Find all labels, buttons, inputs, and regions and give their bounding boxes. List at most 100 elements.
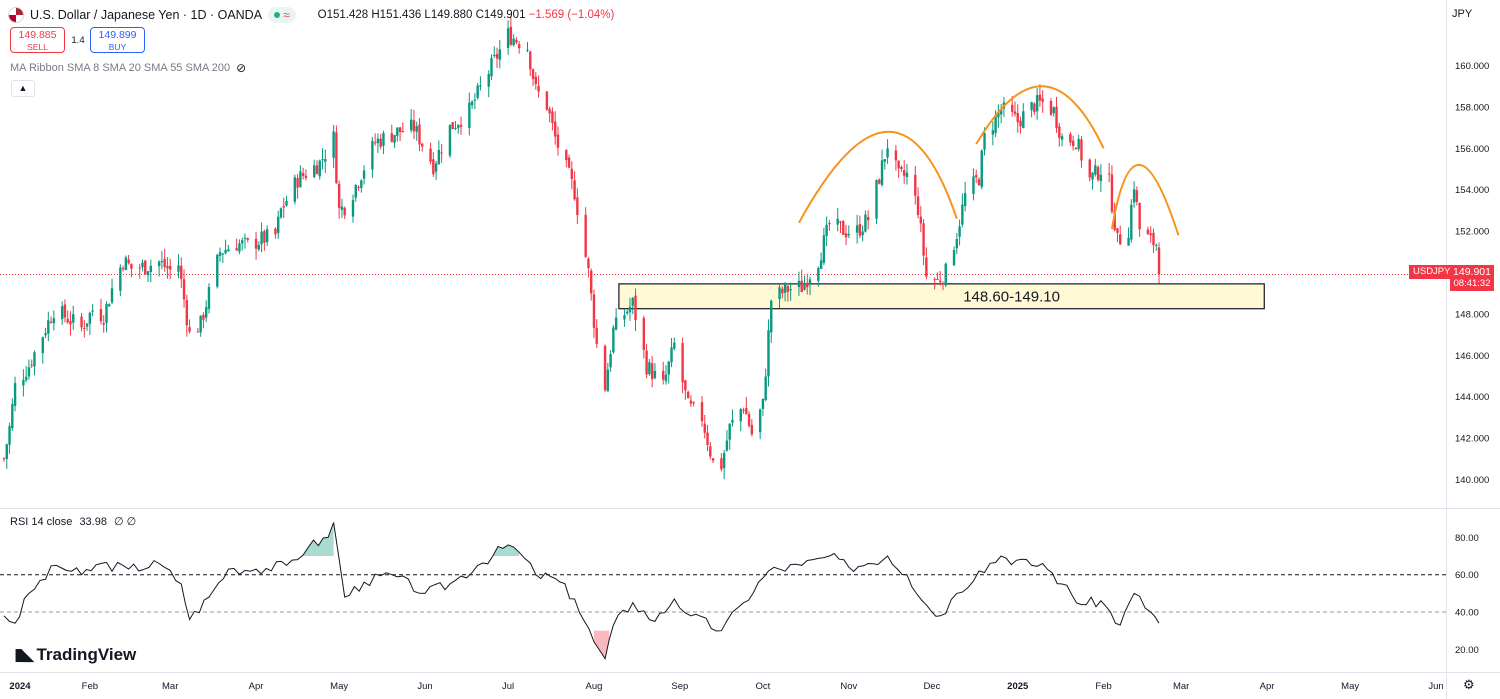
- candle-body: [33, 352, 36, 367]
- support-zone-rect[interactable]: [618, 283, 1265, 310]
- gear-icon[interactable]: ⚙: [1463, 677, 1475, 692]
- symbol-legend[interactable]: U.S. Dollar / Japanese Yen · 1D · OANDA …: [8, 6, 614, 24]
- candle-body: [163, 258, 166, 268]
- candle-body: [91, 310, 94, 312]
- rsi-tick-label: 40.00: [1455, 608, 1479, 619]
- candle-body: [667, 361, 670, 375]
- rsi-tick-label: 80.00: [1455, 533, 1479, 544]
- price-tick-label: 140.000: [1455, 475, 1489, 486]
- eye-hidden-icon[interactable]: ⊘: [236, 61, 247, 75]
- shape-arc[interactable]: [1110, 163, 1180, 236]
- buy-button[interactable]: 149.899 BUY: [90, 27, 145, 53]
- tradingview-logo[interactable]: ▮◣ TradingView: [14, 645, 136, 665]
- candle-body: [770, 300, 773, 333]
- candle-body: [634, 295, 637, 321]
- candle-body: [379, 138, 382, 147]
- collapse-legend-button[interactable]: ▲: [11, 80, 35, 97]
- price-tick-label: 160.000: [1455, 61, 1489, 72]
- candle-body: [844, 233, 848, 238]
- time-axis-labels[interactable]: 2024 Feb Mar Apr May Jun Jul Aug Sep Oct Nov Dec 202…: [9, 681, 1443, 692]
- currency-label[interactable]: JPY: [1452, 8, 1473, 20]
- candle-body: [764, 376, 767, 401]
- candle-body: [1155, 244, 1158, 246]
- candle-body: [315, 165, 319, 175]
- rsi-axis-ticks: 20.00 40.00 60.00 80.00: [1455, 533, 1479, 656]
- candle-body: [418, 124, 421, 145]
- candle-body: [878, 179, 881, 184]
- candle-body: [650, 363, 654, 380]
- candle-body: [817, 268, 820, 281]
- candle-body: [781, 288, 784, 294]
- shape-arc[interactable]: [975, 85, 1105, 149]
- candle-body: [1096, 167, 1100, 180]
- candle-body: [24, 376, 28, 381]
- candle-body: [686, 391, 690, 399]
- candle-body: [858, 224, 862, 236]
- candle-body: [60, 306, 64, 320]
- candle-body: [1058, 126, 1061, 138]
- candle-body: [706, 432, 709, 445]
- candle-body: [182, 279, 186, 300]
- candle-body: [66, 318, 69, 323]
- candle-body: [285, 200, 288, 206]
- candle-body: [110, 288, 114, 303]
- time-axis-label: Mar: [162, 681, 178, 692]
- candle-body: [196, 331, 200, 333]
- time-axis-label: Jun: [1428, 681, 1443, 692]
- symbol-title[interactable]: U.S. Dollar / Japanese Yen · 1D · OANDA: [30, 8, 263, 22]
- candle-body: [5, 444, 8, 459]
- candle-body: [839, 221, 842, 223]
- candle-body: [952, 250, 956, 266]
- candle-body: [166, 266, 169, 269]
- time-axis-label: 2025: [1007, 681, 1029, 692]
- shape-arcs[interactable]: [798, 85, 1180, 236]
- candle-body: [614, 317, 618, 330]
- candle-body: [609, 354, 612, 368]
- candle-body: [722, 452, 726, 469]
- wave-icon: ≈: [283, 8, 290, 22]
- candle-body: [1127, 237, 1130, 246]
- candle-body: [337, 183, 341, 208]
- candle-body: [30, 364, 33, 366]
- candle-body: [1071, 140, 1075, 147]
- candle-body: [254, 238, 258, 249]
- candle-body: [479, 85, 482, 87]
- spread-value: 1.4: [71, 35, 85, 46]
- time-axis-label: Feb: [82, 681, 98, 692]
- candle-body: [783, 283, 787, 293]
- candle-body: [293, 177, 297, 202]
- candle-body: [1119, 234, 1122, 245]
- candle-body: [919, 216, 923, 224]
- candle-body: [836, 218, 839, 225]
- candle-body: [623, 315, 626, 320]
- sell-button[interactable]: 149.885 SELL: [10, 27, 65, 53]
- time-axis-label: Nov: [840, 681, 857, 692]
- symbol-price-tag: USDJPY: [1409, 265, 1455, 279]
- candle-body: [545, 91, 549, 110]
- time-axis-label: Apr: [1260, 681, 1275, 692]
- candle-body: [739, 409, 742, 422]
- rsi-value: 33.98: [79, 516, 107, 528]
- candle-body: [393, 134, 396, 143]
- market-status-pill[interactable]: ≈: [268, 7, 296, 23]
- support-zone[interactable]: 148.60-149.10: [618, 283, 1265, 310]
- candle-body: [495, 53, 499, 59]
- candle-body: [360, 180, 363, 189]
- candle-body: [324, 159, 327, 162]
- candle-body: [628, 306, 632, 313]
- price-tick-label: 156.000: [1455, 144, 1489, 155]
- shape-arc[interactable]: [798, 130, 958, 224]
- candle-body: [224, 249, 227, 254]
- candle-body: [63, 304, 67, 318]
- candle-body: [318, 160, 321, 177]
- candle-body: [177, 265, 180, 272]
- candle-body: [553, 121, 557, 137]
- rsi-extreme-fills: [303, 522, 610, 659]
- candle-body: [681, 343, 684, 383]
- ma-ribbon-legend[interactable]: MA Ribbon SMA 8 SMA 20 SMA 55 SMA 200 ⊘: [10, 61, 246, 75]
- candle-body: [803, 283, 806, 290]
- candle-body: [595, 327, 598, 344]
- rsi-legend[interactable]: RSI 14 close 33.98 ∅ ∅: [10, 515, 136, 528]
- candle-body: [204, 307, 208, 318]
